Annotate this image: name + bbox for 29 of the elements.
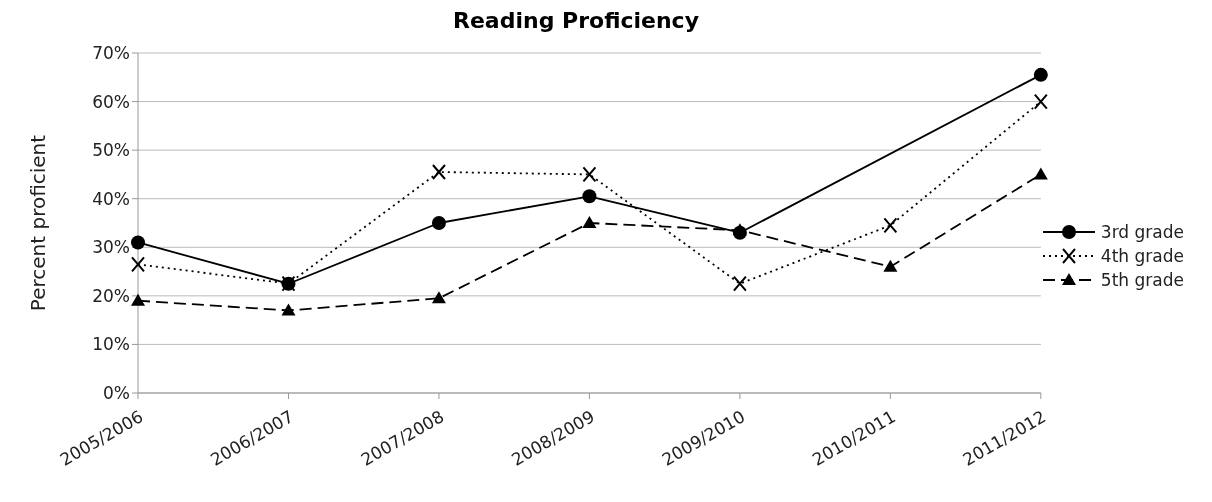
legend-label: 4th grade xyxy=(1100,246,1184,266)
point xyxy=(131,293,145,306)
point xyxy=(732,223,747,236)
point xyxy=(582,189,597,204)
y-tick-label: 30% xyxy=(92,237,130,258)
point xyxy=(883,259,898,272)
y-tick-label: 20% xyxy=(92,285,130,306)
y-tick-label: 70% xyxy=(92,43,130,64)
point xyxy=(1033,67,1048,82)
legend-label: 5th grade xyxy=(1100,270,1184,290)
y-tick-label: 60% xyxy=(92,91,130,112)
point xyxy=(1033,93,1048,110)
point xyxy=(431,216,446,230)
point xyxy=(131,256,145,273)
point xyxy=(1033,167,1048,180)
point xyxy=(582,216,597,228)
point xyxy=(732,275,747,292)
point xyxy=(582,166,597,183)
y-axis-title: Percent proficient xyxy=(26,134,51,312)
point xyxy=(431,291,446,304)
point xyxy=(281,303,296,316)
chart-title: Reading Proficiency xyxy=(452,8,700,33)
y-tick-label: 10% xyxy=(92,334,130,355)
legend-label: 3rd grade xyxy=(1100,222,1184,242)
y-tick-label: 40% xyxy=(92,188,130,209)
y-tick-label: 0% xyxy=(103,383,130,404)
y-tick-label: 50% xyxy=(92,140,130,161)
point xyxy=(431,164,446,180)
point xyxy=(131,235,145,250)
